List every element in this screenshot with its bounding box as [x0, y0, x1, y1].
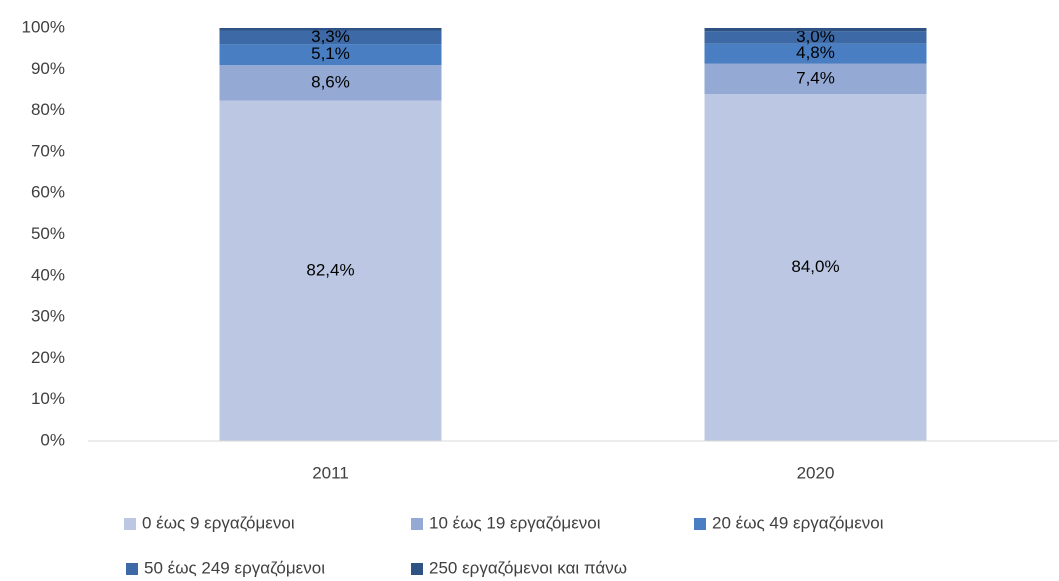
y-tick-label: 70%: [31, 141, 65, 160]
y-tick-label: 50%: [31, 224, 65, 243]
legend-swatch: [124, 518, 136, 530]
x-tick-label: 2011: [312, 463, 349, 482]
data-label: 3,3%: [311, 27, 350, 46]
legend-label: 250 εργαζόμενοι και πάνω: [429, 558, 627, 577]
data-label: 82,4%: [306, 260, 354, 279]
y-tick-label: 100%: [22, 17, 65, 36]
legend-swatch: [694, 518, 706, 530]
bar-segment: [219, 65, 442, 101]
data-label: 7,4%: [796, 68, 835, 87]
y-tick-label: 80%: [31, 100, 65, 119]
y-tick-label: 0%: [40, 430, 65, 449]
data-label: 3,0%: [796, 27, 835, 46]
legend-swatch: [411, 563, 423, 575]
y-tick-label: 60%: [31, 183, 65, 202]
legend-swatch: [126, 563, 138, 575]
y-tick-label: 10%: [31, 389, 65, 408]
data-label: 5,1%: [311, 44, 350, 63]
legend-label: 50 έως 249 εργαζόμενοι: [144, 558, 325, 577]
bar-segment: [219, 28, 442, 31]
y-tick-label: 90%: [31, 59, 65, 78]
bar-segment: [704, 28, 927, 32]
bar-segment: [704, 63, 927, 95]
bar-segment: [219, 44, 442, 66]
legend-swatch: [411, 518, 423, 530]
x-tick-label: 2020: [797, 463, 835, 482]
bar-segment: [704, 43, 927, 64]
legend-label: 0 έως 9 εργαζόμενοι: [142, 513, 295, 532]
data-label: 4,8%: [796, 43, 835, 62]
bar-segment: [704, 94, 927, 441]
legend-label: 20 έως 49 εργαζόμενοι: [712, 513, 884, 532]
y-tick-label: 30%: [31, 307, 65, 326]
bar-segment: [219, 100, 442, 442]
y-tick-label: 40%: [31, 265, 65, 284]
data-label: 8,6%: [311, 72, 350, 91]
bar-segment: [219, 30, 442, 45]
data-label: 84,0%: [791, 257, 839, 276]
y-tick-label: 20%: [31, 348, 65, 367]
legend-label: 10 έως 19 εργαζόμενοι: [429, 513, 601, 532]
bar-segment: [704, 31, 927, 44]
